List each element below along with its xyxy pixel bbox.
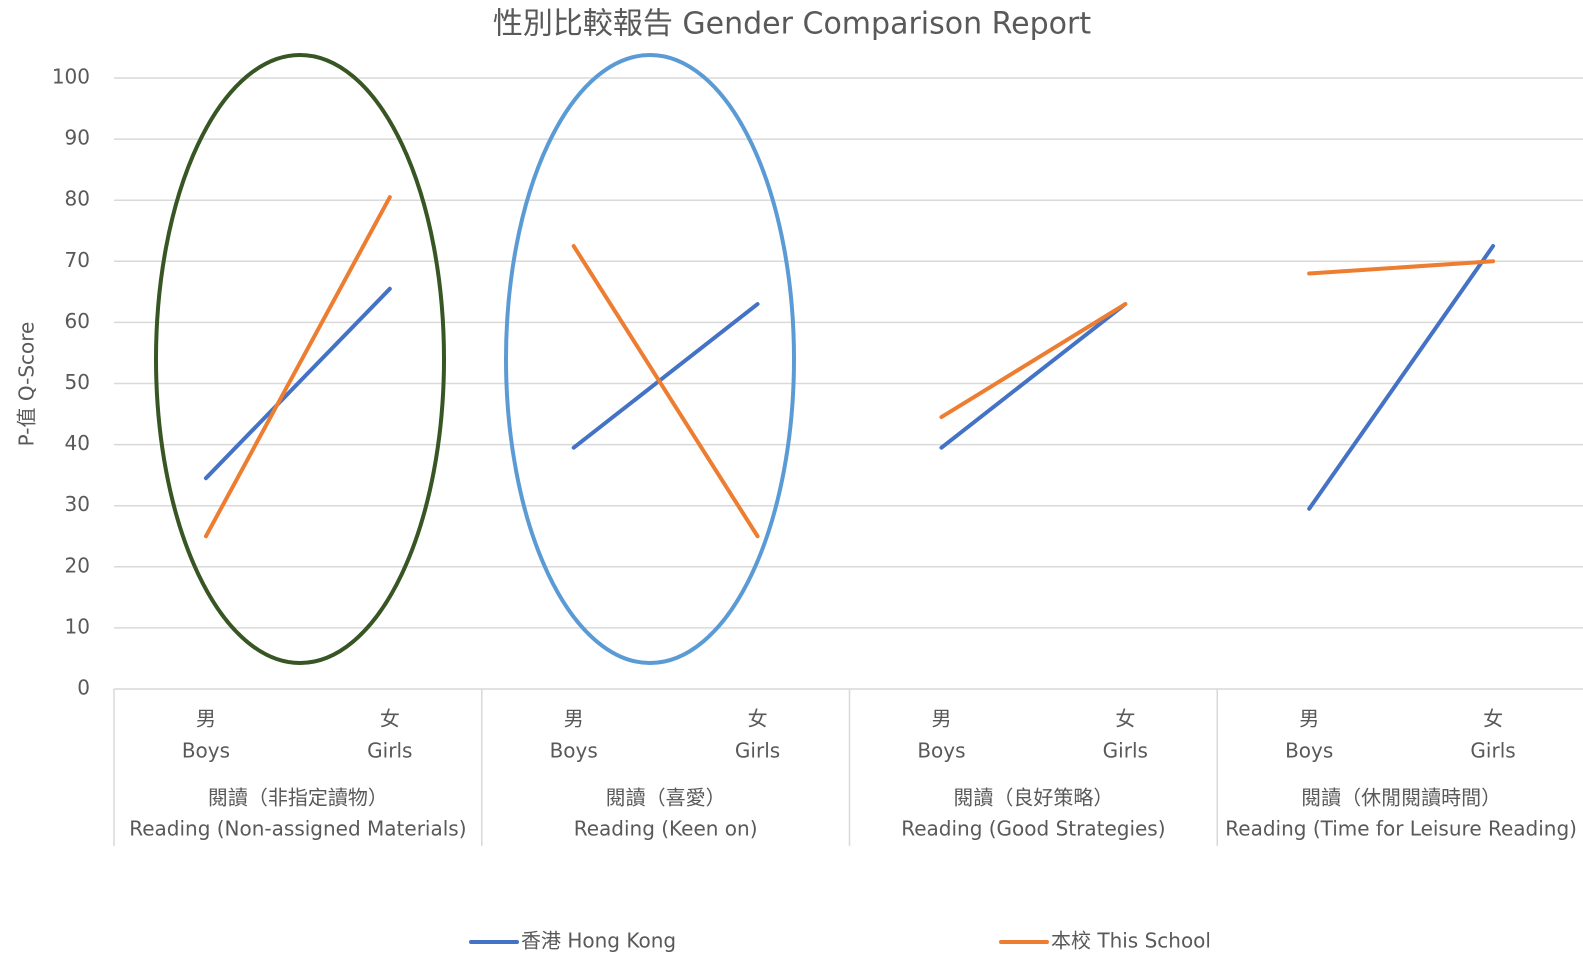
x-tick-label: 男 bbox=[931, 707, 951, 731]
highlight-ellipse bbox=[504, 53, 796, 665]
series-line bbox=[203, 286, 392, 481]
y-tick-label: 50 bbox=[65, 370, 90, 394]
x-tick-label: Girls bbox=[1470, 739, 1515, 763]
x-tick-label: 男 bbox=[564, 707, 584, 731]
series-line bbox=[203, 195, 392, 539]
series-line bbox=[1307, 259, 1496, 276]
y-tick-label: 0 bbox=[77, 676, 90, 700]
series-line bbox=[1307, 244, 1496, 511]
group-label: Reading (Time for Leisure Reading) bbox=[1225, 817, 1577, 841]
series-line bbox=[571, 244, 760, 539]
x-tick-label: Boys bbox=[1285, 739, 1333, 763]
legend-label: 香港 Hong Kong bbox=[521, 929, 676, 953]
group-label: 閱讀（喜愛） bbox=[606, 786, 726, 810]
y-tick-label: 60 bbox=[65, 309, 90, 333]
y-tick-label: 80 bbox=[65, 187, 90, 211]
group-label: 閱讀（休閒閱讀時間） bbox=[1301, 786, 1501, 810]
highlight-ellipse bbox=[154, 53, 446, 665]
series-line bbox=[939, 302, 1128, 420]
y-tick-label: 10 bbox=[65, 614, 90, 638]
x-tick-label: 男 bbox=[1299, 707, 1319, 731]
plot bbox=[203, 195, 1496, 539]
y-tick-label: 70 bbox=[65, 248, 90, 272]
x-tick-label: Girls bbox=[367, 739, 412, 763]
x-tick-label: Girls bbox=[735, 739, 780, 763]
x-tick-label: 男 bbox=[196, 707, 216, 731]
group-label: Reading (Good Strategies) bbox=[901, 817, 1165, 841]
y-tick-label: 20 bbox=[65, 553, 90, 577]
y-axis-label: P-值 Q-Score bbox=[15, 322, 39, 447]
x-tick-label: Boys bbox=[550, 739, 598, 763]
group-label: 閱讀（良好策略） bbox=[953, 786, 1113, 810]
y-tick-label: 90 bbox=[65, 126, 90, 150]
x-tick-label: 女 bbox=[1115, 707, 1135, 731]
series-line bbox=[571, 302, 760, 450]
x-tick-label: 女 bbox=[748, 707, 768, 731]
x-tick-label: Boys bbox=[182, 739, 230, 763]
x-tick-label: Girls bbox=[1103, 739, 1148, 763]
series-line bbox=[939, 302, 1128, 450]
group-label: Reading (Non-assigned Materials) bbox=[129, 817, 466, 841]
grid bbox=[113, 77, 1583, 846]
y-tick-label: 30 bbox=[65, 492, 90, 516]
x-tick-label: Boys bbox=[917, 739, 965, 763]
y-tick-label: 40 bbox=[65, 431, 90, 455]
x-tick-label: 女 bbox=[380, 707, 400, 731]
group-label: Reading (Keen on) bbox=[574, 817, 758, 841]
chart-title: 性別比較報告 Gender Comparison Report bbox=[493, 7, 1091, 42]
legend-label: 本校 This School bbox=[1051, 929, 1211, 953]
group-label: 閱讀（非指定讀物） bbox=[208, 786, 388, 810]
y-tick-label: 100 bbox=[52, 65, 90, 89]
x-tick-label: 女 bbox=[1483, 707, 1503, 731]
